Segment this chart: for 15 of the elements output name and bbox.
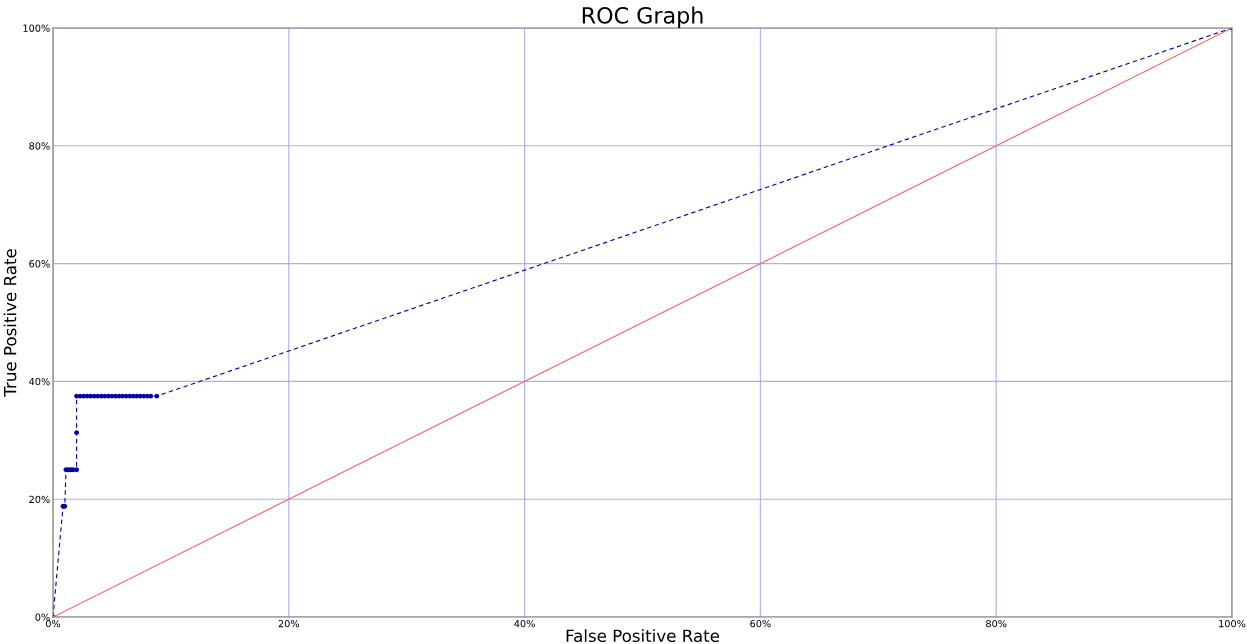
x-tick-label: 40% [514, 619, 535, 628]
x-tick-label: 20% [278, 619, 300, 628]
y-tick-label: 20% [29, 495, 50, 504]
y-axis-title: True Positive Rate [3, 249, 17, 397]
x-tick-label: 100% [1219, 619, 1246, 628]
chart-title: ROC Graph [582, 6, 703, 28]
y-tick-label: 100% [23, 24, 50, 32]
y-tick-label: 0% [35, 613, 50, 621]
x-tick-label: 60% [750, 619, 771, 628]
y-tick-label: 80% [29, 142, 50, 150]
y-tick-label: 60% [29, 260, 50, 268]
y-tick-label: 40% [29, 377, 50, 386]
x-axis-title: False Positive Rate [566, 629, 720, 643]
x-tick-label: 80% [986, 619, 1007, 628]
x-tick-label: 0% [45, 619, 61, 628]
